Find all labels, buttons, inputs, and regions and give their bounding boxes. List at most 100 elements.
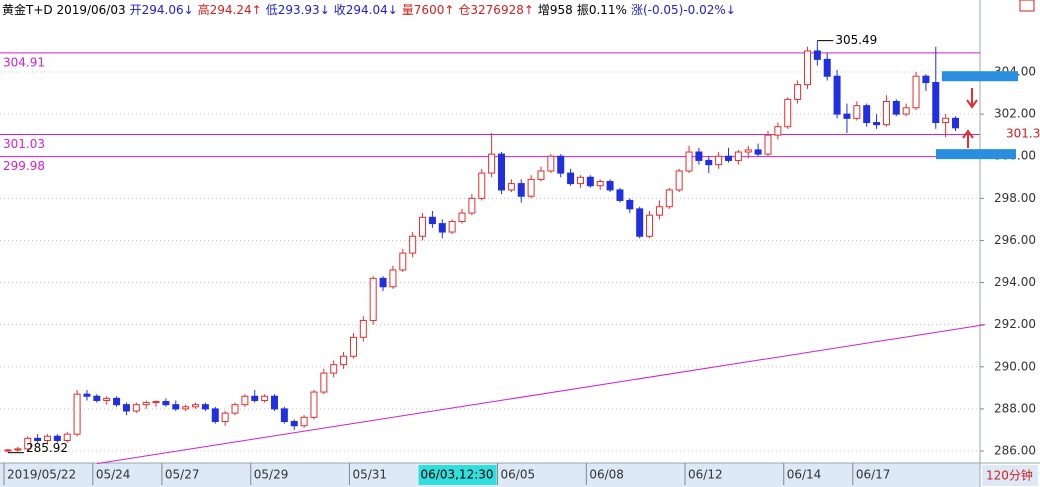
y-tick-label: 290.00 — [994, 359, 1036, 373]
candle-body — [330, 364, 338, 374]
candle-body — [73, 393, 81, 435]
candle-body — [665, 189, 673, 208]
candle-body — [942, 117, 950, 124]
candle-body — [280, 408, 288, 423]
header-item: 低293.93↓ — [266, 3, 330, 17]
candle-body — [527, 178, 535, 197]
candle-body — [863, 105, 871, 124]
x-tick-label: 05/27 — [165, 468, 200, 482]
window-button[interactable] — [1019, 0, 1035, 12]
header-item: 开294.06↓ — [130, 3, 194, 17]
candle-body — [646, 214, 654, 237]
trendline — [96, 324, 986, 465]
arrow-down — [966, 88, 978, 109]
candle-body — [310, 391, 318, 418]
candle-body — [448, 220, 456, 233]
candle-body — [43, 435, 51, 441]
candle-body — [34, 437, 42, 441]
candle-body — [320, 372, 328, 393]
candle-body — [458, 212, 466, 222]
header-item: 涨(-0.05)-0.02%↓ — [631, 2, 736, 17]
candle-body — [626, 199, 634, 210]
candle-body — [803, 50, 811, 86]
candle-body — [754, 149, 762, 155]
candle-body — [113, 397, 121, 406]
x-tick-label: 06/08 — [589, 468, 624, 482]
header-item: 增958 — [538, 3, 573, 17]
candle-body — [794, 84, 802, 100]
candle-body — [833, 75, 841, 115]
candle-body — [478, 172, 486, 199]
candle-body — [221, 412, 229, 423]
candle-body — [547, 155, 555, 172]
candle-body — [399, 252, 407, 271]
candle-body — [853, 105, 861, 119]
candle-body — [557, 155, 565, 174]
candle-body — [813, 50, 821, 60]
candle-body — [379, 277, 387, 288]
candle-body — [744, 149, 752, 153]
candle-body — [122, 404, 130, 412]
candle-body — [567, 172, 575, 185]
h-line-label: 299.98 — [3, 159, 45, 173]
candle-body — [498, 153, 505, 191]
candle-body — [725, 155, 733, 161]
candle-body — [53, 435, 61, 441]
y-tick-label: 294.00 — [994, 275, 1036, 289]
candle-body — [300, 416, 308, 427]
candle-body — [537, 170, 545, 180]
candle-body — [734, 151, 742, 161]
header-item: 量7600↑ — [402, 3, 455, 17]
candle-body — [823, 58, 831, 77]
candle-body — [83, 393, 91, 397]
level-marker — [936, 149, 1016, 160]
candle-body — [685, 151, 693, 172]
candle-body — [192, 404, 200, 408]
candle-body — [586, 176, 594, 187]
level-marker — [942, 71, 1018, 82]
candle-body — [211, 408, 219, 423]
header-item: 收294.04↓ — [334, 3, 398, 17]
x-tick-label: 05/29 — [254, 468, 289, 482]
y-tick-label: 288.00 — [994, 401, 1036, 415]
y-tick-label: 302.00 — [994, 107, 1036, 121]
x-tick-label: 2019/05/22 — [7, 468, 76, 482]
candle-body — [14, 448, 22, 451]
candle-body — [892, 100, 900, 115]
candle-body — [162, 401, 170, 406]
candle-body — [705, 159, 713, 166]
x-tick-label: 05/31 — [352, 468, 387, 482]
x-tick-label: 06/05 — [501, 468, 536, 482]
candle-body — [675, 170, 683, 191]
candle-body — [93, 395, 101, 401]
candle-body — [349, 336, 357, 357]
y-tick-label: 286.00 — [994, 443, 1036, 457]
candle-body — [172, 404, 180, 410]
candle-body — [428, 216, 436, 225]
header-item: 振0.11% — [577, 3, 627, 17]
candle-body — [576, 176, 584, 185]
candle-body — [24, 437, 32, 450]
candle-body — [419, 216, 427, 237]
candle-body — [764, 134, 772, 155]
candle-body — [270, 395, 278, 410]
cursor-label: 06/03,12:30 — [421, 468, 494, 482]
h-line-label: 304.91 — [3, 55, 45, 69]
cursor-box — [418, 465, 497, 485]
candle-body — [517, 183, 525, 197]
arrow-up — [962, 129, 974, 148]
period-box[interactable] — [982, 465, 1038, 486]
candle-body — [103, 397, 111, 401]
candle-body — [912, 75, 920, 109]
candle-body — [636, 208, 644, 237]
candle-body — [695, 151, 703, 161]
candle-body — [409, 235, 417, 254]
h-line-label: 301.03 — [3, 137, 45, 151]
candle-body — [63, 433, 71, 441]
candle-body — [142, 402, 150, 406]
candle-body — [389, 269, 397, 288]
header-item: 仓3276928↑ — [458, 3, 534, 17]
candle-body — [201, 404, 209, 410]
last-price-label: 301.35 — [1006, 126, 1040, 140]
candle-body — [4, 449, 12, 452]
